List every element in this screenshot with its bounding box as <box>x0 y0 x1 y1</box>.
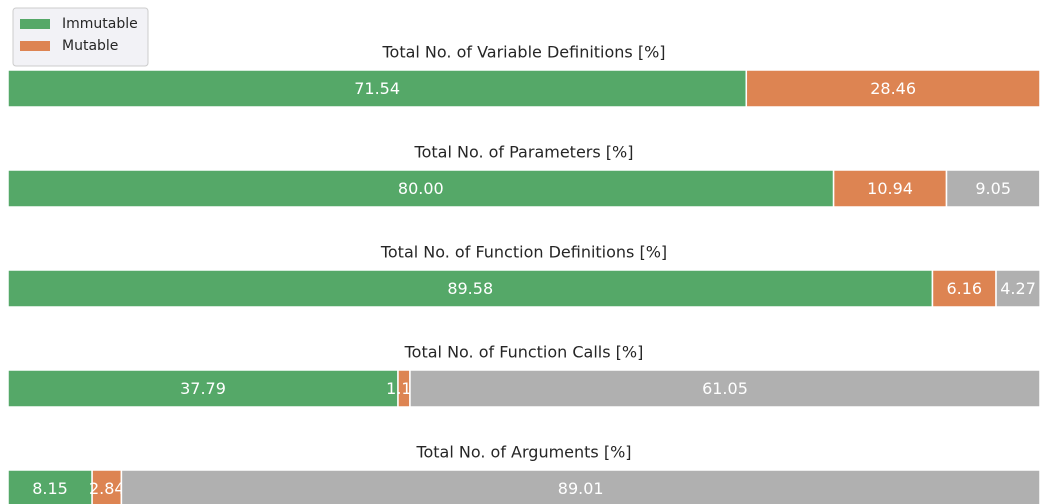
value-label: 71.54 <box>354 79 400 98</box>
bar-segment <box>945 169 1040 208</box>
legend-swatch <box>20 41 50 51</box>
bar-segment <box>7 469 93 504</box>
bar-segment <box>7 369 399 408</box>
bar-segment <box>120 469 1040 504</box>
value-label: 9.05 <box>975 179 1011 198</box>
bar-segment <box>7 169 835 208</box>
legend-swatch <box>20 19 50 29</box>
bar-segment <box>745 69 1040 108</box>
bar-title: Total No. of Function Definitions [%] <box>380 243 667 262</box>
legend-label: Mutable <box>62 38 118 54</box>
bar-segment <box>995 269 1040 308</box>
value-label: 6.16 <box>946 279 982 298</box>
bar-title: Total No. of Arguments [%] <box>415 443 631 462</box>
value-label: 89.58 <box>447 279 493 298</box>
bar-segment <box>7 69 748 108</box>
value-label: 37.79 <box>180 379 226 398</box>
value-label: 10.94 <box>867 179 913 198</box>
bar-segment <box>409 369 1040 408</box>
value-label: 28.46 <box>870 79 916 98</box>
bar-segment <box>931 269 997 308</box>
value-label: 2.84 <box>89 479 125 498</box>
legend-label: Immutable <box>62 16 138 32</box>
bar-segment <box>91 469 123 504</box>
bar-segment <box>832 169 948 208</box>
bar-title: Total No. of Parameters [%] <box>414 143 634 162</box>
value-label: 8.15 <box>32 479 68 498</box>
value-label: 80.00 <box>398 179 444 198</box>
bar-title: Total No. of Variable Definitions [%] <box>381 43 665 62</box>
value-label: 4.27 <box>1000 279 1036 298</box>
bar-title: Total No. of Function Calls [%] <box>404 343 644 362</box>
value-label: 61.05 <box>702 379 748 398</box>
value-label: 89.01 <box>558 479 604 498</box>
